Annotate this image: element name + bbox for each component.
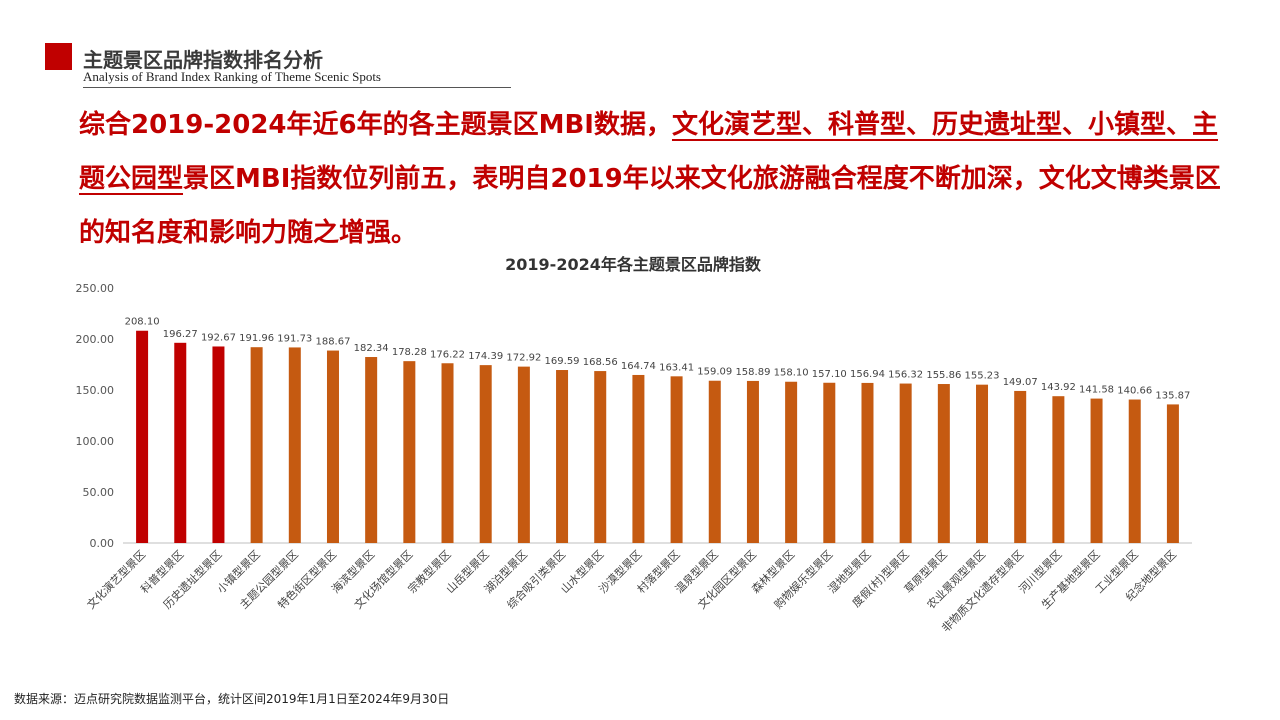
data-label: 159.09 <box>697 367 732 378</box>
headline-part1: 综合2019-2024年近6年的各主题景区MBI数据， <box>79 110 672 140</box>
data-label: 191.73 <box>277 333 312 344</box>
title-marker <box>45 43 72 70</box>
data-label: 172.92 <box>506 353 541 364</box>
data-label: 156.32 <box>888 370 923 381</box>
y-tick-label: 150.00 <box>76 384 115 397</box>
bar <box>403 361 416 543</box>
bar <box>976 384 989 543</box>
data-label: 208.10 <box>125 317 160 328</box>
bar <box>1128 399 1141 543</box>
bar <box>250 347 263 543</box>
data-label: 178.28 <box>392 347 427 358</box>
bar <box>1014 390 1027 543</box>
data-label: 157.10 <box>812 369 847 380</box>
data-label: 163.41 <box>659 362 694 373</box>
bars: 208.10文化演艺型景区196.27科普型景区192.67历史遗址型景区191… <box>84 317 1191 635</box>
bar <box>594 371 607 543</box>
bar <box>441 363 454 543</box>
data-label: 155.86 <box>926 370 961 381</box>
data-label: 192.67 <box>201 332 236 343</box>
data-label: 158.89 <box>735 367 770 378</box>
bar <box>899 383 912 543</box>
bar <box>823 382 836 543</box>
data-label: 168.56 <box>583 357 618 368</box>
headline-part2: 景区MBI指数位列前五，表明自2019年以来文化旅游融合程度不断加深，文化文博类… <box>79 164 1221 248</box>
bar-chart: 2019-2024年各主题景区品牌指数 0.00 50.00 100.00 150.0… <box>76 255 1192 635</box>
data-label: 191.96 <box>239 333 274 344</box>
y-tick-label: 250.00 <box>76 282 115 295</box>
bar <box>479 365 492 543</box>
bar <box>861 382 874 543</box>
data-label: 156.94 <box>850 369 885 380</box>
bar <box>670 376 683 543</box>
bar <box>174 342 187 543</box>
data-label: 155.23 <box>965 371 1000 382</box>
data-label: 143.92 <box>1041 382 1076 393</box>
data-label: 140.66 <box>1117 386 1152 397</box>
data-label: 164.74 <box>621 361 656 372</box>
bar <box>212 346 225 543</box>
data-label: 169.59 <box>545 356 580 367</box>
data-label: 188.67 <box>315 337 350 348</box>
y-tick-label: 50.00 <box>83 486 115 499</box>
bar <box>326 350 339 543</box>
page-title: 主题景区品牌指数排名分析 <box>83 48 323 72</box>
data-label: 141.58 <box>1079 385 1114 396</box>
bar <box>136 330 149 543</box>
bar <box>1052 396 1065 543</box>
bar <box>556 370 569 543</box>
data-label: 149.07 <box>1003 377 1038 388</box>
bar <box>746 380 759 543</box>
page-subtitle: Analysis of Brand Index Ranking of Theme… <box>83 69 381 84</box>
data-label: 174.39 <box>468 351 503 362</box>
headline-highlight: 文化演艺型、科普型、历史遗址型、小镇型、主题公园型 <box>79 110 1218 194</box>
chart-title: 2019-2024年各主题景区品牌指数 <box>505 255 762 274</box>
data-label: 176.22 <box>430 349 465 360</box>
data-label: 196.27 <box>163 329 198 340</box>
bar <box>785 381 798 543</box>
data-label: 158.10 <box>774 368 809 379</box>
data-label: 182.34 <box>354 343 389 354</box>
header-divider <box>83 87 511 88</box>
data-label: 135.87 <box>1155 390 1190 401</box>
y-axis: 0.00 50.00 100.00 150.00 200.00 250.00 <box>76 282 115 550</box>
bar <box>1166 404 1179 543</box>
y-tick-label: 200.00 <box>76 333 115 346</box>
bar <box>937 384 950 543</box>
bar <box>632 374 645 543</box>
bar <box>1090 398 1103 543</box>
x-tick-label: 文化演艺型景区 <box>84 547 148 611</box>
bar <box>708 380 721 543</box>
y-tick-label: 0.00 <box>90 537 115 550</box>
source-note: 数据来源：迈点研究院数据监测平台，统计区间2019年1月1日至2024年9月30… <box>14 692 450 706</box>
bar <box>288 347 301 543</box>
y-tick-label: 100.00 <box>76 435 115 448</box>
headline: 综合2019-2024年近6年的各主题景区MBI数据，文化演艺型、科普型、历史遗… <box>79 98 1229 260</box>
bar <box>517 366 530 543</box>
bar <box>365 357 378 543</box>
